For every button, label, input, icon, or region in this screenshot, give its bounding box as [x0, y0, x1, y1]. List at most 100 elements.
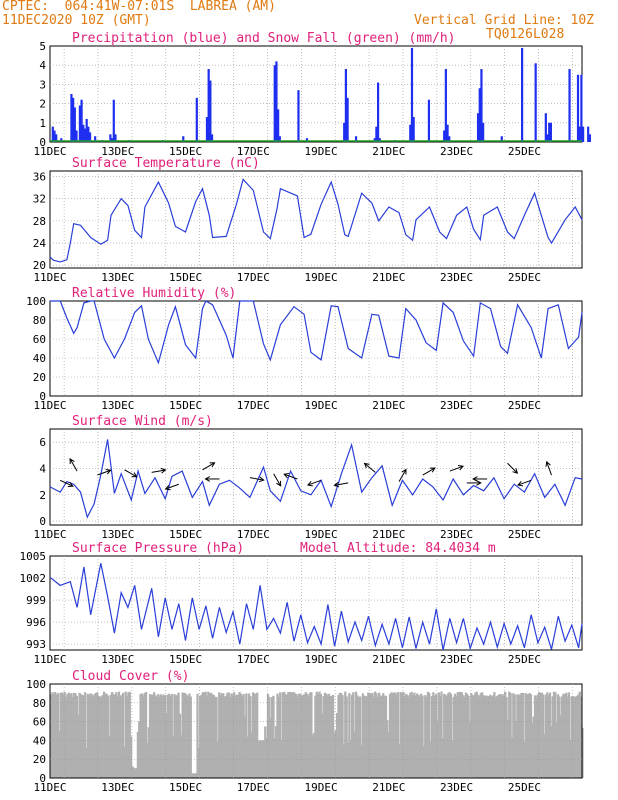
cloud-cover-bar — [575, 695, 579, 778]
cloud-cover-bar — [322, 696, 325, 778]
cloud-cover-bar — [314, 695, 317, 778]
precip-bar — [549, 122, 553, 142]
cloud-cover-bar — [486, 696, 489, 778]
cloud-cover-bar — [424, 695, 427, 778]
cloud-cover-bar — [96, 692, 99, 778]
cloud-cover-bar — [401, 693, 404, 778]
x-tick-label: 23DEC — [440, 399, 473, 412]
run-code: TQ0126L028 — [486, 27, 565, 42]
cloud-cover-bar — [93, 693, 96, 778]
cloud-cover-bar — [558, 696, 561, 778]
cloud-cover-bar — [501, 694, 504, 778]
wind-arrow-head — [209, 462, 216, 468]
cloud-cover-bar — [525, 694, 529, 778]
precip-bar — [500, 136, 503, 142]
cloud-cover-bar — [468, 722, 472, 778]
cloud-cover-bar — [153, 692, 156, 778]
date-header: 11DEC2020 10Z (GMT) — [2, 13, 151, 28]
cloud-cover-bar — [136, 731, 140, 778]
cloud-cover-bar — [539, 692, 542, 778]
y-tick-label: 0 — [39, 390, 46, 403]
x-tick-label: 15DEC — [169, 399, 202, 412]
cloud-cover-bar — [216, 741, 220, 778]
cloud-cover-bar — [474, 692, 477, 778]
wind-arrow-head — [258, 476, 265, 483]
cloud-cover-bar — [268, 696, 271, 778]
cloud-cover-bar — [110, 692, 114, 778]
cloud-cover-bar — [189, 696, 192, 778]
cloud-cover-bar — [178, 713, 182, 778]
wind-arrow-shaft — [97, 469, 111, 476]
cloud-cover-bar — [120, 695, 123, 778]
cloud-cover-bar — [317, 694, 320, 778]
cloud-cover-bar — [279, 692, 282, 778]
cloud-cover-bar — [536, 694, 539, 778]
cloud-cover-bar — [448, 692, 451, 778]
cloud-cover-bar — [422, 746, 426, 778]
cloud-cover-bar — [577, 694, 580, 778]
cloud-cover-bar — [425, 697, 428, 778]
precip-bar — [205, 117, 209, 142]
cloud-cover-bar — [482, 695, 485, 778]
cloud-cover-bar — [98, 696, 102, 778]
cloud-cover-bar — [437, 692, 440, 778]
cloud-cover-bar — [166, 694, 169, 778]
cloud-cover-bar — [334, 730, 337, 778]
wind-arrow-shaft — [284, 473, 298, 480]
cloud-cover-bar — [470, 693, 473, 778]
cloud-cover-bar — [66, 694, 69, 778]
cloud-cover-bar — [417, 694, 420, 778]
cloud-cover-bar — [177, 692, 180, 778]
panel-annotation: Model Altitude: 84.4034 m — [300, 541, 496, 556]
cloud-cover-bar — [447, 693, 450, 778]
x-tick-label: 11DEC — [33, 399, 66, 412]
cloud-cover-bar — [303, 694, 306, 778]
cloud-cover-bar — [293, 693, 297, 778]
cloud-cover-bar — [228, 696, 232, 778]
cloud-cover-bar — [155, 696, 159, 778]
cloud-cover-bar — [441, 738, 445, 778]
cloud-cover-bar — [551, 696, 554, 778]
cloud-cover-bar — [307, 695, 310, 778]
cloud-cover-bar — [274, 726, 278, 778]
wind-arrow-head — [131, 472, 138, 478]
y-tick-label: 993 — [26, 638, 46, 651]
cloud-cover-bar — [234, 696, 237, 778]
precip-bar — [273, 65, 276, 142]
wind-arrow-head — [545, 460, 551, 467]
x-tick-label: 15DEC — [169, 781, 202, 794]
cloud-cover-bar — [101, 695, 104, 778]
cloud-cover-bar — [256, 692, 259, 778]
precip-bar — [110, 138, 114, 142]
precip-bar — [78, 105, 82, 142]
cloud-cover-bar — [386, 720, 389, 778]
cloud-cover-bar — [550, 726, 553, 778]
precip-bar — [482, 122, 485, 142]
x-tick-label: 23DEC — [440, 653, 473, 666]
y-tick-label: 6 — [39, 436, 46, 449]
cloud-cover-bar — [533, 695, 537, 778]
wind-arrow-shaft — [59, 479, 74, 487]
cloud-cover-bar — [390, 692, 393, 778]
cloud-cover-bar — [75, 695, 79, 778]
cloud-cover-bar — [456, 692, 459, 778]
cloud-cover-bar — [117, 691, 121, 778]
cloud-cover-bar — [414, 695, 417, 778]
precip-bar — [182, 136, 185, 142]
x-tick-label: 11DEC — [33, 145, 66, 158]
cloud-cover-bar — [428, 693, 431, 778]
cloud-cover-bar — [158, 696, 161, 778]
precip-bar — [53, 130, 56, 142]
wind-arrow-shaft — [546, 461, 552, 476]
precip-bar — [521, 47, 524, 142]
x-tick-label: 19DEC — [305, 399, 338, 412]
precip-bar — [578, 126, 581, 142]
cloud-cover-bar — [489, 694, 492, 778]
cloud-cover-bar — [471, 695, 474, 778]
x-tick-label: 13DEC — [101, 528, 134, 541]
cloud-cover-bar — [143, 693, 146, 778]
wind-arrow-head — [204, 476, 211, 482]
cloud-cover-bar — [125, 696, 129, 778]
cloud-cover-bar — [371, 692, 374, 778]
cloud-cover-bar — [204, 691, 207, 778]
